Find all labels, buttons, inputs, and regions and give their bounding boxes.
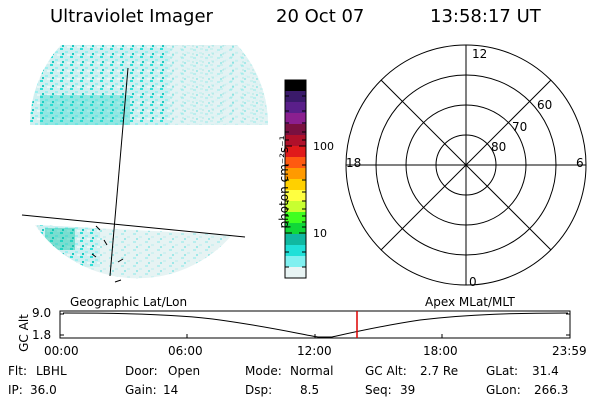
- gc-alt-axis-label: GC Alt: [17, 314, 31, 352]
- mode-value: Normal: [290, 364, 334, 378]
- seq-label: Seq:: [365, 383, 392, 397]
- colorbar-unit-label: photon cm⁻²s⁻¹: [277, 135, 291, 229]
- ip-label: IP:: [8, 383, 23, 397]
- mlt-label-6: 6: [576, 156, 584, 170]
- colorbar-band: [285, 212, 306, 224]
- colorbar-band: [285, 146, 306, 158]
- colorbar-band: [285, 80, 306, 92]
- gain-label: Gain:: [125, 383, 157, 397]
- colorbar-band: [285, 135, 306, 147]
- colorbar-frame: [284, 79, 307, 279]
- colorbar-band: [285, 245, 306, 257]
- glon-value: 266.3: [534, 383, 569, 397]
- colorbar-band: [285, 113, 306, 125]
- mlat-label-60: 60: [537, 98, 553, 112]
- colorbar-tick-100: 100: [313, 140, 334, 153]
- colorbar-band: [285, 201, 306, 213]
- disk-image-bottom: [35, 225, 232, 279]
- door-label: Door:: [125, 364, 158, 378]
- colorbar-band: [285, 223, 306, 235]
- colorbar-band: [285, 102, 306, 114]
- colorbar-band: [285, 256, 306, 268]
- colorbar-band: [285, 168, 306, 180]
- alt-tick-1-8: 1.8: [32, 328, 52, 342]
- colorbar: [285, 80, 306, 279]
- meridian-line: [109, 67, 129, 277]
- horizon-line: [21, 214, 246, 238]
- flt-label: Flt:: [8, 364, 27, 378]
- colorbar-band: [285, 124, 306, 136]
- glon-label: GLon:: [486, 383, 521, 397]
- door-value: Open: [168, 364, 201, 378]
- colorbar-band: [285, 179, 306, 191]
- colorbar-ticks: [285, 95, 306, 268]
- mlat-label-70: 70: [512, 120, 528, 134]
- dsp-value: 8.5: [300, 383, 320, 397]
- mlat-label-80: 80: [491, 140, 507, 154]
- app-title: Ultraviolet Imager: [50, 6, 213, 27]
- time-tick-1200: 12:00: [297, 344, 332, 358]
- polar-plot: [345, 44, 587, 286]
- colorbar-band: [285, 267, 306, 279]
- grid-tick-marks: [91, 225, 124, 283]
- colorbar-band: [285, 190, 306, 202]
- colorbar-tick-10: 10: [313, 227, 327, 240]
- seq-value: 39: [400, 383, 416, 397]
- ip-value: 36.0: [30, 383, 57, 397]
- date-label: 20 Oct 07: [276, 6, 365, 27]
- colorbar-band: [285, 157, 306, 169]
- gc-alt-label: GC Alt:: [365, 364, 407, 378]
- glat-value: 31.4: [532, 364, 559, 378]
- disk-image-top: [30, 45, 268, 125]
- glat-label: GLat:: [486, 364, 519, 378]
- flt-value: LBHL: [36, 364, 67, 378]
- time-label: 13:58:17 UT: [430, 6, 541, 27]
- time-tick-2359: 23:59: [552, 344, 587, 358]
- mlt-label-0: 0: [469, 275, 477, 289]
- altitude-plot: [59, 310, 571, 339]
- colorbar-band: [285, 91, 306, 103]
- time-tick-0600: 06:00: [168, 344, 203, 358]
- dsp-label: Dsp:: [245, 383, 273, 397]
- alt-tick-9: 9.0: [32, 306, 52, 320]
- mlt-label-12: 12: [472, 47, 488, 61]
- apex-mlat-label: Apex MLat/MLT: [425, 295, 515, 309]
- time-tick-1800: 18:00: [423, 344, 458, 358]
- mode-label: Mode:: [245, 364, 282, 378]
- colorbar-band: [285, 234, 306, 246]
- gc-alt-value: 2.7 Re: [420, 364, 459, 378]
- mlt-label-18: 18: [346, 156, 362, 170]
- time-tick-0000: 00:00: [44, 344, 79, 358]
- gain-value: 14: [163, 383, 179, 397]
- altitude-curve: [62, 312, 569, 338]
- geo-latlon-label: Geographic Lat/Lon: [70, 295, 188, 309]
